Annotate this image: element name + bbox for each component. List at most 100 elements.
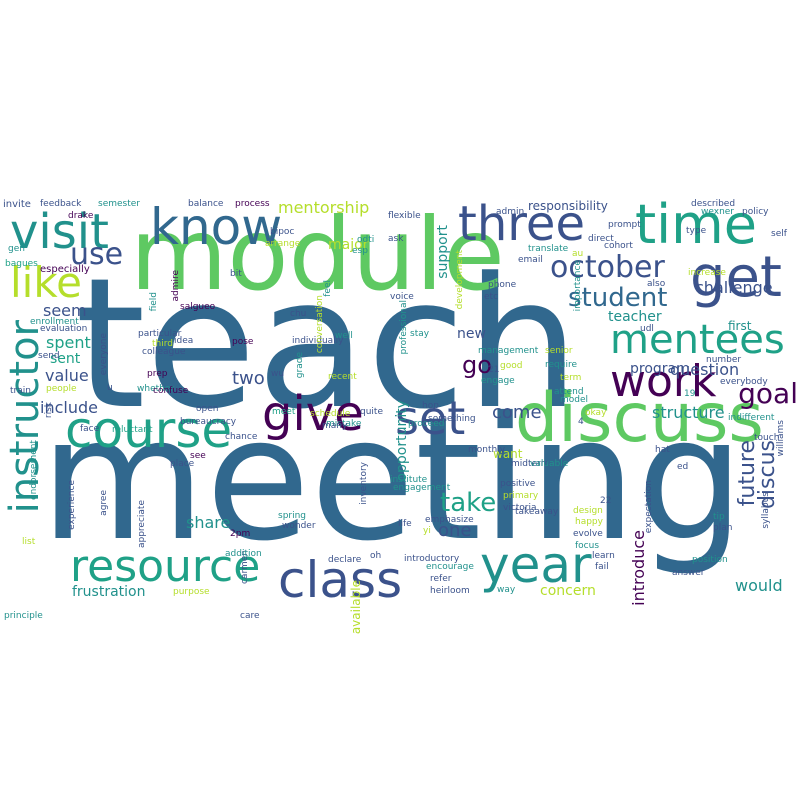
word-recent: recent: [328, 372, 357, 382]
word-support: support: [435, 225, 451, 279]
word-chu: chu: [290, 309, 307, 319]
word-2pm: 2pm: [230, 529, 251, 539]
word-concern: concern: [540, 583, 596, 599]
word-heirloom: heirloom: [430, 586, 470, 596]
word-learn: learn: [592, 551, 615, 561]
word-face: face: [80, 424, 100, 434]
word-discuss: discuss: [515, 379, 764, 458]
word-meet: meet: [272, 407, 296, 417]
word-arrange: arrange: [265, 239, 301, 249]
word-ed: ed: [677, 462, 689, 472]
word-challenge: challenge: [695, 278, 773, 297]
word-opportunity: opportunity: [394, 400, 410, 482]
word-feedback: feedback: [40, 199, 82, 209]
word-good: good: [500, 361, 523, 371]
word-many: many: [322, 421, 348, 431]
word-takeaway: takeaway: [515, 507, 559, 517]
word-importance: importance: [573, 260, 583, 312]
word-three: three: [458, 196, 585, 252]
word-particular: particular: [138, 329, 182, 339]
word-tip: tip: [713, 512, 725, 522]
word-goal: goal: [738, 377, 798, 410]
word-expectation: expectation: [644, 480, 654, 534]
word-type: type: [686, 226, 707, 236]
word-number: number: [706, 355, 742, 365]
word-19: 19: [684, 389, 696, 399]
word-udl: udl: [640, 324, 654, 334]
word-whether: whether: [137, 384, 175, 394]
word-new: new: [457, 326, 486, 342]
word-grade: grade: [295, 352, 305, 379]
word-know: know: [150, 198, 283, 256]
word-agree: agree: [99, 490, 109, 516]
word-valuable: valuable: [530, 459, 569, 469]
word-two: two: [232, 368, 265, 389]
word-time: time: [635, 193, 758, 256]
word-engage: engage: [481, 376, 515, 386]
word-fail: fail: [595, 562, 609, 572]
word-people: people: [46, 384, 77, 394]
word-oh: oh: [370, 551, 382, 561]
word-monthly: monthly: [468, 445, 506, 455]
word-direct: direct: [588, 234, 614, 244]
word-purpose: purpose: [173, 587, 210, 597]
word-4: 4: [578, 417, 584, 427]
word-field: field: [149, 292, 159, 312]
word-major: major: [328, 237, 369, 253]
word-give: give: [262, 386, 364, 442]
word-include: include: [40, 398, 98, 417]
word-salgueo: salgueo: [180, 302, 216, 312]
word-evolve: evolve: [573, 529, 603, 539]
word-answer: answer: [672, 568, 705, 578]
word-instructor: instructor: [2, 320, 48, 514]
word-happy: happy: [575, 517, 603, 527]
word-schedule: schedule: [310, 409, 351, 419]
word-addition: addition: [225, 549, 262, 559]
word-way: way: [497, 585, 516, 595]
word-idea: idea: [174, 336, 194, 346]
word-want: want: [493, 447, 523, 461]
word-like: like: [10, 258, 83, 307]
word-proceed: proceed: [408, 419, 445, 429]
word-wu: wu: [271, 369, 285, 379]
word-bagues: bagues: [5, 259, 38, 269]
word-everybody: everybody: [720, 377, 768, 387]
word-bureaucracy: bureaucracy: [180, 417, 237, 427]
word-available: available: [349, 580, 363, 635]
word-spent: spent: [46, 333, 91, 352]
word-evaluation: evaluation: [40, 324, 88, 334]
word-increase: increase: [688, 268, 726, 278]
word-indifferent: indifferent: [728, 413, 775, 423]
word-policy: policy: [742, 207, 769, 217]
word-endorsement: endorsement: [29, 440, 39, 500]
word-victoria: victoria: [503, 503, 537, 513]
word-year: year: [480, 536, 592, 594]
word-prep: prep: [147, 369, 168, 379]
word-wexner: wexner: [701, 207, 735, 217]
word-admire: admire: [171, 270, 181, 302]
word-pose: pose: [232, 337, 254, 347]
word-odti: odti: [357, 235, 375, 245]
word-quite: quite: [360, 407, 383, 417]
word-first: first: [728, 319, 752, 333]
word-responsibility: responsibility: [528, 199, 608, 213]
word-teacher: teacher: [608, 309, 662, 325]
word-frustration: frustration: [72, 584, 146, 600]
word-sent: sent: [50, 351, 81, 367]
word-everyone: everyone: [99, 333, 109, 376]
word-introduce: introduce: [629, 530, 648, 606]
word-cohort: cohort: [604, 241, 633, 251]
word-hop: hop: [422, 401, 439, 411]
word-student: student: [568, 283, 668, 313]
word-mistake: mistake: [326, 419, 362, 429]
word-take: take: [440, 488, 497, 518]
word-inventory: inventory: [359, 462, 369, 505]
word-one: one: [438, 520, 472, 541]
word-hat: hat: [655, 445, 670, 455]
word-stay: stay: [410, 329, 430, 339]
word-require: require: [545, 360, 577, 370]
word-syllabus: syllabus: [761, 492, 771, 529]
word-wonder: wonder: [282, 521, 316, 531]
word-open: open: [196, 404, 219, 414]
word-22: 22: [600, 496, 612, 506]
